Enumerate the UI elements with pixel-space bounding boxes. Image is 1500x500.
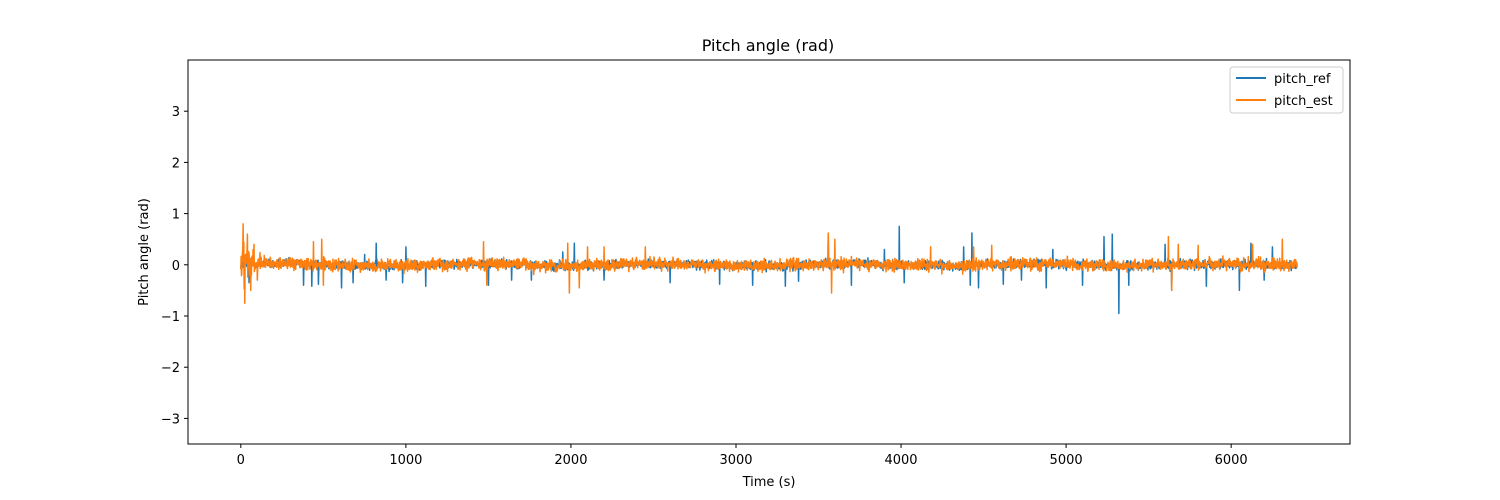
chart-title: Pitch angle (rad) <box>702 36 835 55</box>
y-axis: −3 −2 −1 0 1 2 3 <box>161 105 188 427</box>
y-tick-label: 0 <box>172 259 180 274</box>
y-tick-label: 2 <box>172 156 180 171</box>
x-tick-label: 3000 <box>719 453 752 468</box>
x-axis-label: Time (s) <box>742 475 796 490</box>
x-axis: 0 1000 2000 3000 4000 5000 6000 <box>237 444 1248 468</box>
x-tick-label: 0 <box>237 453 245 468</box>
y-tick-label: −2 <box>161 361 180 376</box>
y-tick-label: 1 <box>172 208 180 223</box>
legend-label-pitch-est: pitch_est <box>1274 94 1333 109</box>
x-tick-label: 1000 <box>389 453 422 468</box>
y-tick-label: −3 <box>161 412 180 427</box>
x-tick-label: 4000 <box>884 453 917 468</box>
legend: pitch_ref pitch_est <box>1229 66 1344 114</box>
x-tick-label: 5000 <box>1050 453 1083 468</box>
series-line-pitch-est <box>240 223 1298 304</box>
y-tick-label: −1 <box>161 310 180 325</box>
y-tick-label: 3 <box>172 105 180 120</box>
x-tick-label: 2000 <box>554 453 587 468</box>
x-tick-label: 6000 <box>1215 453 1248 468</box>
plot-area <box>240 223 1298 315</box>
axes-frame <box>187 59 1351 445</box>
legend-label-pitch-ref: pitch_ref <box>1274 72 1331 87</box>
y-axis-label: Pitch angle (rad) <box>137 198 152 306</box>
